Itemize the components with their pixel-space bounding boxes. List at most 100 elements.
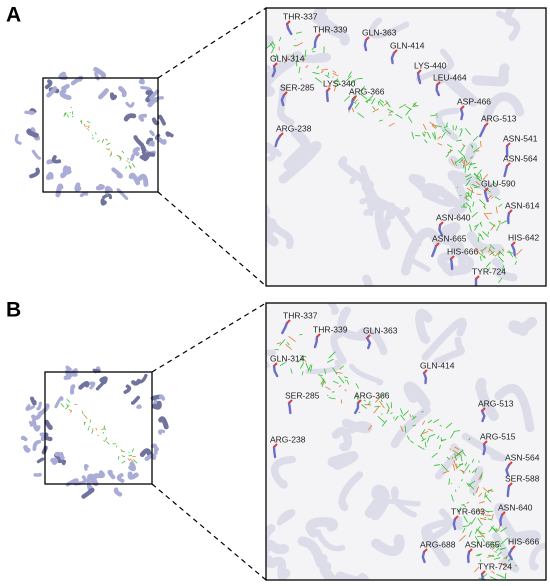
- ligand: [478, 492, 483, 497]
- ribbon: [123, 113, 137, 122]
- residue-label: HIS-666: [508, 536, 539, 546]
- ligand: [475, 553, 482, 556]
- connector: [157, 191, 267, 287]
- ribbon: [93, 66, 107, 78]
- ribbon: [391, 486, 417, 518]
- residue-stick: [281, 321, 289, 335]
- ribbon: [335, 571, 370, 580]
- residue-label: ASN-614: [505, 200, 540, 210]
- ligand: [494, 551, 497, 553]
- ribbon: [148, 140, 155, 147]
- ligand: [367, 400, 371, 406]
- ligand: [332, 367, 338, 375]
- residue-label: ASN-640: [498, 502, 533, 512]
- ribbon: [111, 167, 123, 179]
- connector: [151, 302, 267, 373]
- ribbon: [131, 378, 141, 386]
- ligand: [400, 414, 406, 421]
- ligand: [479, 199, 486, 206]
- residue-label: THR-337: [283, 310, 318, 320]
- residue-label: ARG-238: [276, 123, 312, 133]
- ligand: [420, 435, 425, 441]
- ligand: [470, 186, 474, 191]
- ligand: [489, 249, 495, 256]
- ligand: [60, 403, 65, 408]
- ligand: [471, 183, 478, 188]
- ligand: [97, 140, 100, 143]
- ligand: [472, 135, 479, 142]
- ligand: [302, 57, 306, 61]
- residue-stick: [273, 62, 278, 67]
- ligand: [83, 123, 86, 126]
- ligand: [451, 494, 454, 502]
- residue-label: ARG-366: [349, 86, 385, 96]
- residue-stick: [438, 223, 444, 237]
- residue-stick: [357, 399, 362, 404]
- ligand: [477, 554, 481, 557]
- connector: [151, 483, 267, 581]
- ribbon: [423, 516, 464, 532]
- ligand: [464, 464, 470, 472]
- ligand: [409, 440, 414, 444]
- ligand: [328, 397, 336, 400]
- ligand: [442, 470, 450, 474]
- ribbon: [349, 363, 384, 386]
- ribbon: [416, 48, 455, 82]
- residue-stick: [452, 517, 457, 531]
- ligand: [484, 492, 486, 499]
- ribbon: [78, 381, 90, 390]
- residue-stick: [286, 20, 291, 25]
- ligand: [477, 517, 483, 526]
- ligand: [472, 201, 475, 207]
- ligand: [486, 494, 488, 497]
- ligand: [378, 119, 383, 122]
- ligand: [270, 46, 275, 54]
- ligand: [500, 562, 508, 567]
- ligand: [354, 99, 359, 103]
- ribbon: [421, 191, 456, 207]
- ribbon: [36, 401, 42, 411]
- ligand: [378, 100, 384, 107]
- residue-stick: [390, 51, 396, 65]
- ribbon: [151, 400, 162, 410]
- ribbon: [327, 451, 359, 470]
- ribbon: [95, 183, 105, 191]
- ligand: [453, 430, 461, 432]
- zoom-view: [266, 303, 546, 580]
- residue-label: ARG-366: [354, 390, 390, 400]
- ribbon: [45, 172, 54, 181]
- residue-stick: [479, 124, 487, 138]
- ligand: [466, 501, 470, 504]
- residue-label: ARG-513: [481, 113, 517, 123]
- ligand: [490, 570, 495, 574]
- ligand: [460, 454, 463, 462]
- ligand: [103, 440, 106, 443]
- ligand: [466, 191, 473, 199]
- ribbon: [374, 201, 397, 250]
- ribbon: [46, 86, 58, 98]
- ribbon: [88, 381, 96, 390]
- ligand: [86, 120, 91, 124]
- ribbon: [156, 136, 167, 145]
- ligand: [119, 157, 122, 161]
- ligand: [440, 463, 448, 472]
- residue-stick: [273, 362, 278, 367]
- ligand: [462, 504, 467, 508]
- ligand: [275, 54, 278, 62]
- zoom-frame: [265, 7, 547, 287]
- ribbon: [267, 556, 291, 580]
- ligand: [66, 403, 69, 407]
- ribbon: [79, 191, 89, 198]
- ligand: [388, 122, 395, 127]
- ribbon: [283, 127, 311, 171]
- residue-label: ARG-688: [420, 539, 456, 549]
- ligand: [421, 431, 429, 435]
- ligand: [387, 407, 390, 412]
- residue-label: GLU-590: [481, 178, 516, 188]
- ligand: [490, 224, 496, 231]
- ligand: [500, 537, 508, 545]
- residue-stick: [475, 275, 480, 280]
- residue-stick: [283, 91, 288, 96]
- ribbon: [28, 420, 34, 427]
- ligand: [498, 250, 505, 257]
